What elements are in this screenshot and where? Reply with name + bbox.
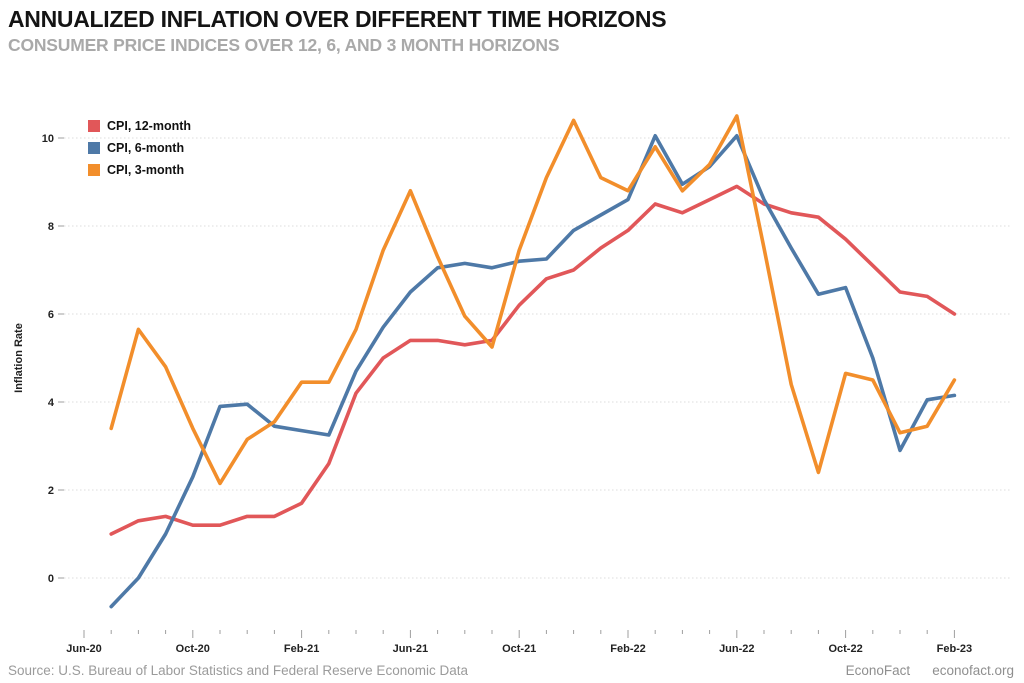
- legend-item-cpi-12-month: CPI, 12-month: [88, 115, 191, 137]
- legend-label: CPI, 3-month: [107, 163, 185, 177]
- x-tick-label: Jun-22: [719, 643, 754, 655]
- source-attribution: Source: U.S. Bureau of Labor Statistics …: [8, 663, 468, 678]
- x-tick-label: Oct-20: [176, 643, 210, 655]
- legend-label: CPI, 12-month: [107, 119, 192, 133]
- y-tick-label: 4: [48, 397, 55, 409]
- page-subtitle: CONSUMER PRICE INDICES OVER 12, 6, AND 3…: [8, 35, 560, 56]
- y-tick-label: 6: [48, 309, 54, 321]
- y-tick-label: 8: [48, 221, 54, 233]
- x-tick-label: Feb-22: [610, 643, 645, 655]
- legend-item-cpi-6-month: CPI, 6-month: [88, 137, 191, 159]
- x-tick-label: Jun-20: [66, 643, 101, 655]
- legend-swatch-orange: [88, 164, 100, 176]
- x-tick-label: Oct-22: [828, 643, 862, 655]
- y-tick-label: 10: [42, 133, 54, 145]
- x-tick-label: Oct-21: [502, 643, 536, 655]
- legend-label: CPI, 6-month: [107, 141, 185, 155]
- page-title: ANNUALIZED INFLATION OVER DIFFERENT TIME…: [8, 6, 667, 32]
- legend-item-cpi-3-month: CPI, 3-month: [88, 159, 191, 181]
- axis-ticks: 0 2 4 6 8 10 Jun-20 Oct-20 Feb-21 Jun-21 Oct-21 Feb…: [42, 133, 972, 655]
- series-cpi-3-month: [109, 114, 957, 486]
- legend-swatch-blue: [88, 142, 100, 154]
- legend-swatch-red: [88, 120, 100, 132]
- y-tick-label: 0: [48, 573, 54, 585]
- series-cpi-6-month: [109, 134, 957, 609]
- x-tick-label: Feb-21: [284, 643, 319, 655]
- x-tick-label: Feb-23: [937, 643, 972, 655]
- x-tick-label: Jun-21: [393, 643, 428, 655]
- chart-legend: CPI, 12-month CPI, 6-month CPI, 3-month: [88, 115, 191, 181]
- series-cpi-12-month: [109, 184, 957, 536]
- chart-header: ANNUALIZED INFLATION OVER DIFFERENT TIME…: [8, 6, 1016, 56]
- brand-econofact: EconoFact: [845, 663, 911, 678]
- y-tick-label: 2: [48, 485, 54, 497]
- chart-footer: Source: U.S. Bureau of Labor Statistics …: [0, 658, 1024, 683]
- brand-site-link[interactable]: econofact.org: [932, 663, 1014, 678]
